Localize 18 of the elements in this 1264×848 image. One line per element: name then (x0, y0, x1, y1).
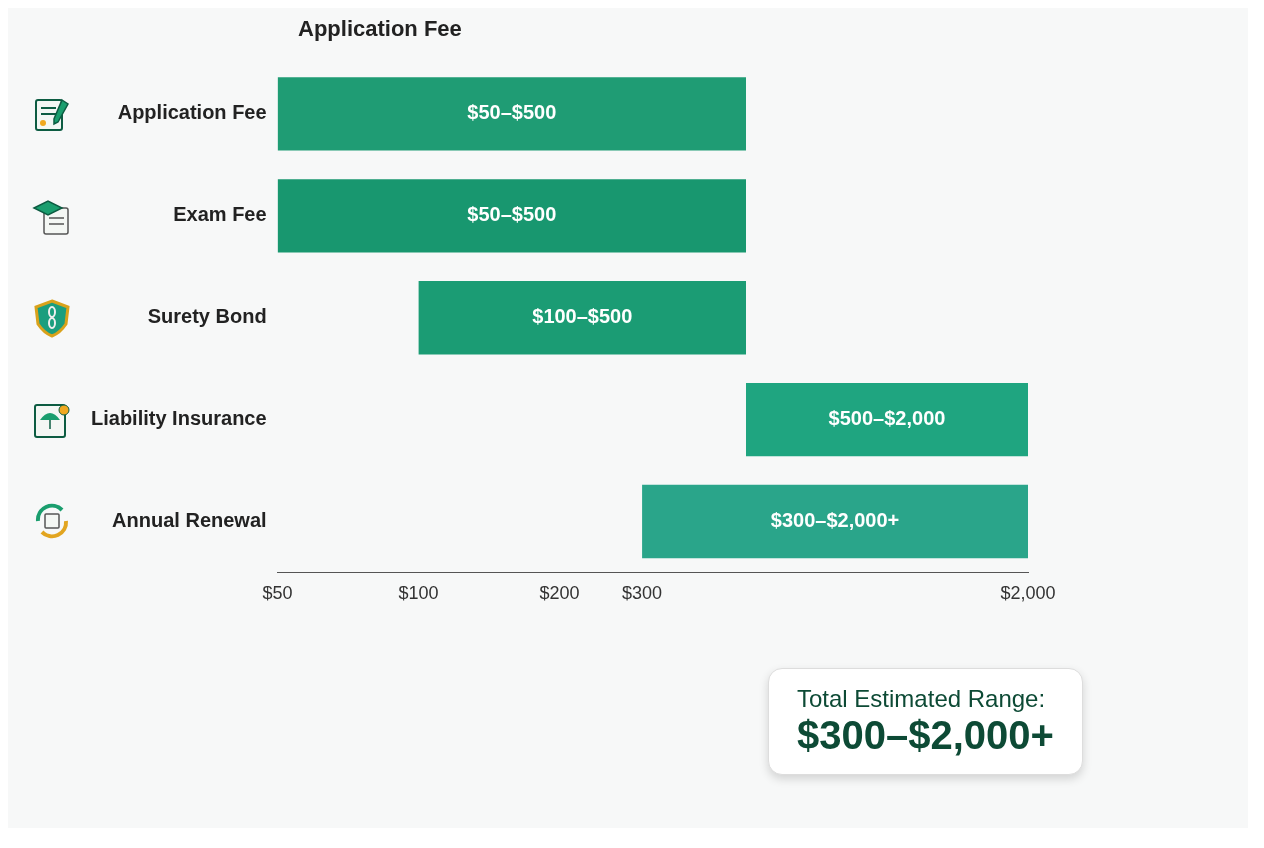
data-label: $50–$500 (467, 203, 557, 226)
x-tick-label: $300 (622, 583, 663, 604)
y-tick-label: Exam Fee (173, 203, 267, 226)
y-tick-label: Annual Renewal (112, 508, 267, 531)
y-tick-label: Surety Bond (147, 305, 267, 328)
data-label: $100–$500 (532, 305, 633, 328)
data-label: $500–$2,000 (828, 407, 946, 430)
text: Application Fee (298, 16, 462, 42)
x-tick-label: $200 (539, 583, 580, 604)
data-label: $300–$2,000+ (770, 508, 900, 531)
y-tick-label: Application Fee (117, 101, 267, 124)
y-tick-label: Liability Insurance (91, 407, 267, 430)
x-tick-label: $50 (262, 583, 293, 604)
x-tick-label: $2,000 (1000, 583, 1056, 604)
data-label: $50–$500 (467, 101, 557, 124)
text: $300–$2,000+ (797, 713, 1054, 758)
x-tick-label: $100 (398, 583, 439, 604)
text: Total Estimated Range: (797, 685, 1047, 713)
